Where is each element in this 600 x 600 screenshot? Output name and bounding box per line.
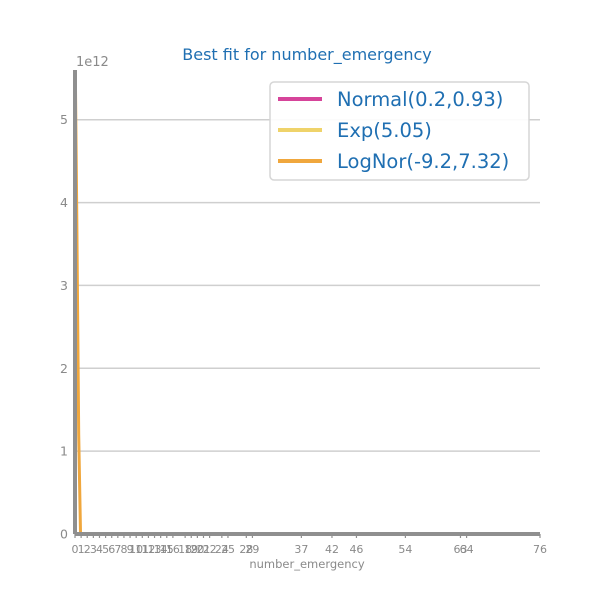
y-tick-label: 1 (60, 444, 68, 459)
legend: Normal(0.2,0.93) Exp(5.05) LogNor(-9.2,7.3… (269, 81, 530, 181)
x-tick-label: 2 (84, 543, 91, 556)
x-tick-label: 11 (135, 543, 149, 556)
x-tick-label: 28 (239, 543, 253, 556)
x-tick-label: 21 (196, 543, 210, 556)
y-tick-label: 0 (60, 527, 68, 542)
x-tick-label: 18 (178, 543, 192, 556)
y-tick-label: 2 (60, 361, 68, 376)
legend-label: Exp(5.05) (337, 119, 432, 142)
x-tick-label: 54 (398, 543, 412, 556)
x-tick-label: 16 (166, 543, 180, 556)
text-layer: Best fit for number_emergency number_eme… (76, 45, 432, 571)
x-tick-label: 12 (141, 543, 155, 556)
y-offset-label: 1e12 (76, 55, 109, 70)
x-tick-label: 63 (453, 543, 467, 556)
y-tick-label: 5 (60, 112, 68, 127)
x-tick-label: 7 (114, 543, 121, 556)
x-tick-label: 24 (215, 543, 229, 556)
x-tick-label: 14 (154, 543, 168, 556)
x-tick-label: 9 (127, 543, 134, 556)
x-axis-label: number_emergency (249, 557, 364, 571)
legend-label: Normal(0.2,0.93) (337, 88, 503, 111)
x-tick-label: 25 (221, 543, 235, 556)
x-tick-label: 29 (245, 543, 259, 556)
x-tick-label: 8 (120, 543, 127, 556)
x-tick-label: 13 (148, 543, 162, 556)
x-tick-label: 22 (203, 543, 217, 556)
legend-box (269, 81, 530, 181)
x-tick-label: 4 (96, 543, 103, 556)
x-tick-label: 46 (349, 543, 363, 556)
x-tick-label: 76 (533, 543, 547, 556)
x-tick-label: 0 (72, 543, 79, 556)
x-tick-label: 42 (325, 543, 339, 556)
legend-label: LogNor(-9.2,7.32) (337, 150, 509, 173)
x-tick-label: 1 (78, 543, 85, 556)
x-tick-label: 20 (190, 543, 204, 556)
x-tick-label: 19 (184, 543, 198, 556)
x-tick-label: 3 (90, 543, 97, 556)
x-tick-label: 5 (102, 543, 109, 556)
y-tick-label: 4 (60, 195, 68, 210)
chart-title: Best fit for number_emergency (182, 45, 431, 65)
x-tick-label: 10 (129, 543, 143, 556)
x-tick-label: 37 (294, 543, 308, 556)
x-tick-label: 6 (108, 543, 115, 556)
x-tick-label: 64 (460, 543, 474, 556)
y-tick-label: 3 (60, 278, 68, 293)
x-tick-label: 15 (160, 543, 174, 556)
